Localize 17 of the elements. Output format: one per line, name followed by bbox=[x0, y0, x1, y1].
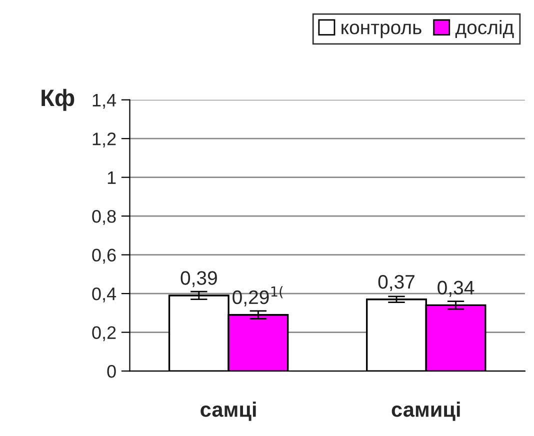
y-tick-label: 0 bbox=[107, 364, 116, 378]
data-label: 0,29$^{1(}$ bbox=[232, 286, 283, 306]
y-tick-label: 0,4 bbox=[92, 287, 116, 302]
data-label: 0,39 bbox=[180, 271, 217, 288]
y-tick-label: 0,2 bbox=[92, 326, 116, 342]
data-label: 0,34 bbox=[438, 280, 474, 297]
y-tick-label: 1,2 bbox=[92, 132, 116, 148]
x-tick-label: самці bbox=[200, 402, 256, 421]
y-tick-label: 0,6 bbox=[92, 248, 116, 264]
legend-label: контроль bbox=[342, 24, 422, 38]
legend-label: дослід bbox=[455, 20, 514, 38]
y-tick-label: 1 bbox=[108, 171, 116, 184]
y-tick-label: 1,4 bbox=[92, 94, 116, 109]
data-label: 0,37 bbox=[378, 274, 414, 292]
y-tick-label: 0,8 bbox=[92, 210, 116, 225]
y-axis-title: Кф bbox=[42, 88, 74, 111]
x-tick-label: самиці bbox=[392, 402, 460, 421]
